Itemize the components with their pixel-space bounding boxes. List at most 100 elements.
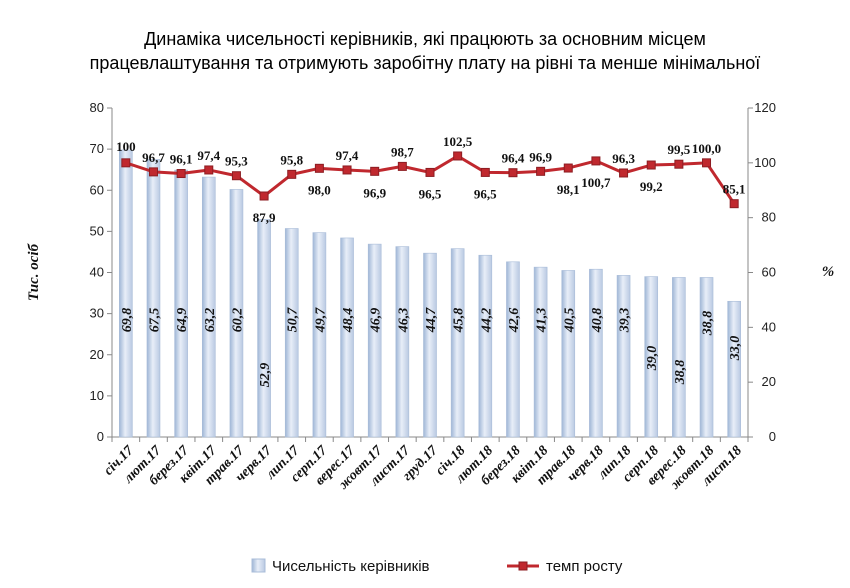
legend-bar-label: Чисельність керівників — [272, 558, 430, 575]
rate-value-label: 95,3 — [225, 154, 248, 169]
rate-point — [702, 158, 712, 168]
left-tick-label: 0 — [97, 429, 104, 444]
rate-value-label: 98,7 — [391, 144, 414, 159]
bar — [201, 176, 216, 438]
rate-value-label: 99,5 — [667, 142, 690, 157]
legend: Чисельність керівників темп росту — [251, 558, 623, 575]
bar-value-label: 41,3 — [535, 308, 550, 334]
rate-value-label: 95,8 — [280, 152, 303, 167]
bar-value-label: 33,0 — [728, 336, 743, 362]
bar-value-label: 50,7 — [286, 307, 301, 333]
right-tick-label: 100 — [754, 155, 776, 170]
rate-point — [397, 161, 407, 171]
rate-point — [674, 159, 684, 169]
bar — [561, 270, 576, 438]
rate-point — [508, 168, 518, 178]
bar — [644, 276, 659, 438]
bar-value-label: 39,3 — [618, 308, 633, 334]
data-labels: 69,8 67,5 64,9 63,2 60,2 52,9 50,7 49,7 48,4 46,9… — [116, 134, 745, 387]
rate-value-label: 96,1 — [170, 152, 193, 167]
bar-value-label: 67,5 — [147, 308, 162, 333]
rate-point — [287, 169, 297, 179]
rate-point — [563, 163, 573, 173]
bar — [699, 277, 714, 438]
y-axis-title-right: % — [822, 264, 835, 280]
rate-point — [453, 151, 463, 161]
left-tick-label: 30 — [90, 306, 104, 321]
rate-line — [121, 151, 739, 209]
rate-value-label: 100,0 — [692, 141, 721, 156]
left-tick-label: 60 — [90, 182, 104, 197]
bar-value-label: 49,7 — [313, 307, 328, 334]
rate-point — [425, 167, 435, 177]
rate-value-label: 97,4 — [197, 148, 220, 163]
rate-value-label: 87,9 — [253, 210, 276, 225]
bar — [450, 248, 465, 438]
rate-point — [314, 163, 324, 173]
left-tick-label: 20 — [90, 347, 104, 362]
rate-value-label: 100,7 — [581, 175, 611, 190]
bar — [533, 266, 548, 438]
bar — [312, 232, 327, 438]
bar-value-label: 48,4 — [341, 308, 356, 334]
left-tick-label: 70 — [90, 141, 104, 156]
legend-line-marker — [518, 561, 528, 571]
bar-value-label: 60,2 — [230, 308, 245, 333]
right-tick-label: 20 — [762, 374, 776, 389]
bar — [174, 169, 188, 438]
rate-point — [176, 169, 186, 179]
rate-value-label: 96,4 — [502, 151, 525, 166]
bar-value-label: 63,2 — [203, 308, 218, 333]
rate-value-label: 96,7 — [142, 150, 165, 165]
bar — [672, 277, 686, 438]
rate-value-label: 96,5 — [474, 186, 497, 201]
rate-point — [370, 166, 380, 176]
bar-value-label: 39,0 — [645, 346, 660, 372]
bar-value-label: 44,7 — [424, 307, 439, 334]
bar — [727, 300, 741, 438]
rate-point — [480, 167, 490, 177]
chart-title-line-2: працевлаштування та отримують заробітну … — [89, 53, 761, 73]
rate-point — [148, 167, 158, 177]
bar — [367, 243, 382, 438]
rate-point — [259, 191, 269, 201]
rate-point — [204, 165, 214, 175]
bar-value-label: 38,8 — [701, 311, 716, 337]
bar — [478, 254, 493, 438]
bar — [284, 228, 299, 438]
rate-value-label: 96,3 — [612, 151, 635, 166]
legend-bar-swatch — [251, 558, 266, 573]
rate-point — [646, 160, 656, 170]
bars — [119, 149, 741, 438]
bar — [119, 149, 133, 438]
bar — [229, 189, 244, 438]
bar-value-label: 42,6 — [507, 308, 522, 334]
bar-value-label: 38,8 — [673, 360, 688, 386]
rate-value-label: 99,2 — [640, 179, 663, 194]
bar-value-label: 44,2 — [479, 308, 494, 334]
rate-point — [536, 166, 546, 176]
rate-point — [729, 199, 739, 209]
bar-value-label: 46,3 — [396, 308, 411, 334]
bar-value-label: 69,8 — [120, 308, 135, 333]
chart-title: Динаміка чисельності керівників, які пра… — [0, 27, 850, 75]
bar-value-label: 64,9 — [175, 308, 190, 333]
right-tick-label: 80 — [762, 210, 776, 225]
bar — [340, 237, 354, 438]
rate-point — [619, 168, 629, 178]
rate-value-label: 96,9 — [529, 149, 552, 164]
bar — [616, 275, 631, 438]
rate-value-label: 98,0 — [308, 182, 331, 197]
legend-line-label: темп росту — [546, 558, 623, 575]
rate-value-label: 97,4 — [336, 148, 359, 163]
rate-point — [342, 165, 352, 175]
bar — [257, 219, 271, 438]
right-tick-label: 60 — [762, 265, 776, 280]
rate-value-label: 96,5 — [419, 186, 442, 201]
chart-title-line-1: Динаміка чисельності керівників, які пра… — [144, 29, 706, 49]
bar — [395, 246, 410, 438]
bar — [506, 261, 520, 438]
right-tick-label: 0 — [769, 429, 776, 444]
bar-value-label: 52,9 — [258, 363, 273, 388]
